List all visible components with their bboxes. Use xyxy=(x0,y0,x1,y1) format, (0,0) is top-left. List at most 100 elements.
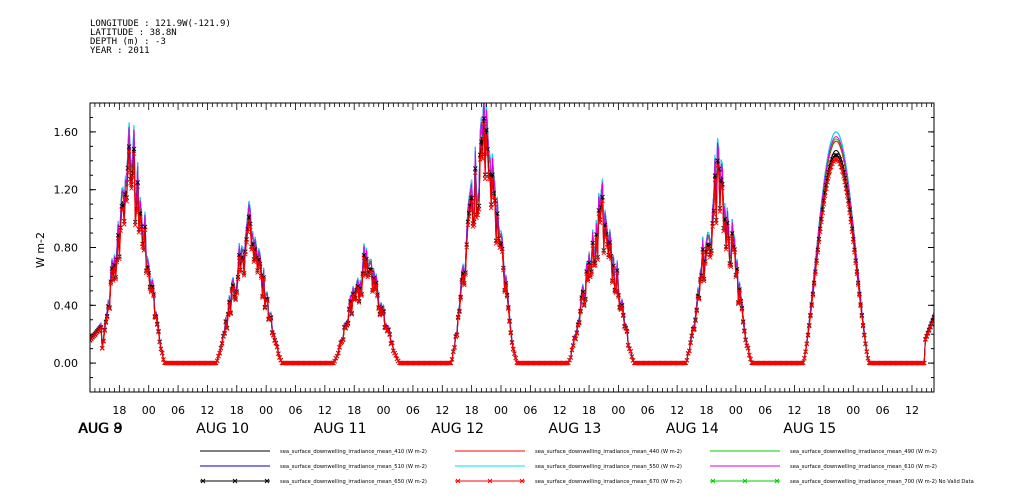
series-marker xyxy=(578,309,583,315)
series-marker xyxy=(276,351,281,357)
series-marker xyxy=(154,322,160,328)
series-marker xyxy=(367,269,373,275)
series-marker xyxy=(924,334,929,339)
series-marker xyxy=(694,308,700,314)
legend-marker xyxy=(710,478,716,484)
series-marker xyxy=(112,264,117,270)
series-marker xyxy=(704,252,709,257)
hour-tick-label: 18 xyxy=(699,404,713,417)
series-marker xyxy=(340,337,346,343)
series-marker xyxy=(274,344,280,350)
series-marker xyxy=(495,211,500,216)
series-marker xyxy=(389,340,395,346)
hour-tick-label: 12 xyxy=(670,404,684,417)
series-marker xyxy=(235,276,241,282)
series-marker xyxy=(483,132,489,138)
series-marker xyxy=(619,304,625,309)
date-label: AUG 12 xyxy=(431,421,484,437)
series-marker xyxy=(716,171,722,176)
series-marker xyxy=(128,180,133,186)
series-marker xyxy=(101,339,106,344)
series-marker xyxy=(696,297,702,302)
series-marker xyxy=(625,343,631,348)
series-marker xyxy=(361,255,367,260)
series-marker xyxy=(861,333,867,338)
series-marker xyxy=(380,312,385,317)
series-marker xyxy=(449,357,455,362)
series-marker xyxy=(228,311,233,317)
series-marker xyxy=(737,288,742,294)
series-marker xyxy=(98,324,104,330)
series-marker xyxy=(598,208,604,214)
series-marker xyxy=(369,269,374,275)
series-marker xyxy=(115,235,121,241)
series-marker xyxy=(480,156,485,162)
series-marker xyxy=(373,282,379,287)
series-marker xyxy=(699,275,704,280)
series-marker xyxy=(255,270,260,275)
series-marker xyxy=(345,321,351,327)
series-marker xyxy=(460,273,466,279)
series-marker xyxy=(217,350,222,356)
series-marker xyxy=(506,306,511,311)
hour-tick-label: 12 xyxy=(435,404,449,417)
series-marker xyxy=(257,264,263,269)
series-marker xyxy=(267,316,273,321)
series-marker xyxy=(241,273,247,278)
series-marker xyxy=(343,326,348,331)
hour-tick-label: 00 xyxy=(142,404,156,417)
series-marker xyxy=(838,164,844,170)
series-marker xyxy=(488,205,494,211)
date-label: AUG 13 xyxy=(548,421,601,437)
series-marker xyxy=(466,214,472,219)
series-marker xyxy=(847,210,852,216)
series-marker xyxy=(858,303,863,309)
series-marker xyxy=(140,244,145,249)
series-marker xyxy=(256,259,262,265)
series-marker xyxy=(346,307,352,313)
series-marker xyxy=(354,289,359,295)
series-marker xyxy=(218,346,224,351)
series-marker xyxy=(802,355,807,361)
hour-tick-label: 12 xyxy=(905,404,919,417)
legend-marker xyxy=(264,478,270,484)
series-marker xyxy=(844,193,850,199)
series-marker xyxy=(498,244,504,250)
series-marker xyxy=(469,199,474,204)
series-marker xyxy=(712,177,718,183)
series-marker xyxy=(137,214,143,220)
series-marker xyxy=(721,228,726,234)
series-marker xyxy=(392,350,397,356)
series-marker xyxy=(221,334,226,339)
hour-tick-label: 06 xyxy=(876,404,890,417)
series-marker xyxy=(448,360,454,366)
series-marker xyxy=(821,198,827,203)
series-marker xyxy=(364,259,369,264)
series-marker xyxy=(156,329,161,335)
series-marker xyxy=(225,312,231,318)
series-marker xyxy=(391,348,396,354)
series-marker xyxy=(159,350,165,356)
y-axis-label: W m-2 xyxy=(34,232,47,268)
hour-tick-label: 18 xyxy=(817,404,831,417)
series-marker xyxy=(329,360,335,366)
series-marker xyxy=(450,349,456,355)
series-marker xyxy=(825,179,830,185)
legend-marker xyxy=(200,478,206,484)
series-marker xyxy=(252,249,258,255)
series-marker xyxy=(120,202,126,208)
depth-label: DEPTH (m) : -3 xyxy=(90,37,166,47)
series-marker xyxy=(624,329,630,335)
series-marker xyxy=(332,359,337,364)
series-marker xyxy=(684,357,690,363)
series-marker xyxy=(740,320,746,325)
series-marker xyxy=(224,326,230,331)
hour-tick-label: 06 xyxy=(171,404,185,417)
series-marker xyxy=(262,306,268,311)
series-marker xyxy=(575,323,581,328)
series-marker xyxy=(600,198,605,204)
series-marker xyxy=(931,315,934,320)
series-marker xyxy=(830,161,835,167)
hour-tick-label: 18 xyxy=(230,404,244,417)
series-marker xyxy=(723,246,729,252)
